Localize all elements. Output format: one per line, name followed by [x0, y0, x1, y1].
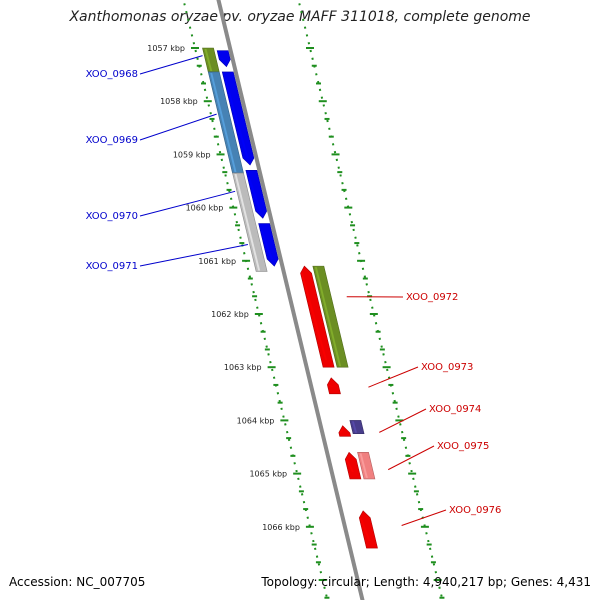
tick-label: 1060 kbp	[186, 204, 224, 213]
label-layer: XOO_0968 XOO_0969 XOO_0970 XOO_0971 XOO_0972…	[86, 55, 501, 526]
cds-feature-0[interactable]	[216, 50, 231, 68]
feature-highlight	[300, 273, 328, 361]
feature-highlight	[210, 72, 237, 173]
reverse-leader-line	[379, 408, 427, 433]
feature-shape[interactable]	[344, 451, 362, 480]
tick-label: 1065 kbp	[249, 470, 287, 479]
cds-feature-1[interactable]	[221, 71, 255, 166]
feature-highlight	[359, 453, 368, 478]
feature-highlight	[224, 78, 249, 159]
reverse-gene-label[interactable]: XOO_0974	[429, 404, 481, 415]
genome-title: Xanthomonas oryzae pv. oryzae MAFF 31101…	[69, 9, 531, 25]
ruler-layer: 1057 kbp 1058 kbp 1059 kbp 1060 kbp 1061 kbp…	[147, 0, 445, 600]
feature-highlight	[247, 177, 262, 212]
forward-leader-line	[139, 55, 203, 75]
gene-feature-8[interactable]	[312, 265, 349, 368]
feature-highlight	[314, 267, 342, 367]
reverse-gene-label[interactable]: XOO_0976	[449, 505, 501, 516]
forward-leader-line	[139, 244, 248, 267]
forward-leader-line	[139, 113, 217, 141]
feature-shape[interactable]	[358, 510, 378, 549]
accession-text: Accession: NC_007705	[9, 575, 146, 589]
feature-highlight	[345, 459, 354, 472]
forward-gene-label[interactable]: XOO_0969	[86, 135, 138, 146]
backbone-layer	[216, 0, 365, 600]
left-ruler-line	[182, 0, 329, 600]
reverse-leader-line	[401, 509, 447, 526]
reverse-leader-line	[387, 445, 435, 471]
genome-backbone	[216, 0, 365, 600]
gene-feature-6[interactable]	[232, 172, 268, 272]
cds-feature-7[interactable]	[300, 265, 335, 368]
forward-gene-label[interactable]: XOO_0971	[86, 261, 138, 272]
cds-feature-3[interactable]	[258, 223, 279, 267]
cds-feature-10[interactable]	[338, 425, 352, 437]
genome-summary-text: Topology: circular; Length: 4,940,217 bp…	[261, 575, 591, 589]
tick-label: 1059 kbp	[173, 150, 211, 159]
feature-shape[interactable]	[300, 265, 335, 368]
feature-highlight	[351, 421, 358, 433]
feature-shape[interactable]	[327, 377, 341, 395]
feature-shape[interactable]	[338, 425, 352, 437]
reverse-gene-label[interactable]: XOO_0972	[406, 292, 458, 303]
forward-leader-line	[139, 190, 236, 217]
feature-highlight	[359, 517, 371, 542]
reverse-gene-label[interactable]: XOO_0975	[437, 441, 489, 452]
tick-label: 1063 kbp	[224, 363, 262, 372]
tick-label: 1057 kbp	[147, 44, 185, 53]
cds-feature-12[interactable]	[344, 451, 362, 480]
cds-feature-2[interactable]	[245, 170, 267, 219]
feature-highlight	[327, 384, 334, 387]
tick-label: 1064 kbp	[237, 416, 275, 425]
feature-shape[interactable]	[349, 420, 365, 435]
forward-gene-label[interactable]: XOO_0970	[86, 211, 138, 222]
feature-layer[interactable]	[202, 47, 378, 549]
feature-highlight	[260, 230, 273, 260]
gene-feature-4[interactable]	[202, 47, 220, 73]
cds-feature-9[interactable]	[327, 377, 341, 395]
feature-highlight	[204, 49, 213, 71]
forward-gene-label[interactable]: XOO_0968	[86, 69, 138, 80]
right-ruler-line	[297, 0, 444, 600]
gene-feature-11[interactable]	[349, 420, 365, 435]
cds-feature-14[interactable]	[358, 510, 378, 549]
tick-label: 1066 kbp	[262, 523, 300, 532]
feature-highlight	[339, 429, 344, 433]
feature-shape[interactable]	[216, 50, 231, 68]
feature-highlight	[234, 174, 261, 271]
reverse-gene-label[interactable]: XOO_0973	[421, 362, 473, 373]
tick-label: 1061 kbp	[198, 257, 236, 266]
feature-highlight	[219, 57, 225, 60]
tick-label: 1062 kbp	[211, 310, 249, 319]
tick-label: 1058 kbp	[160, 97, 198, 106]
reverse-leader-line	[368, 366, 419, 388]
gene-feature-13[interactable]	[357, 452, 376, 480]
